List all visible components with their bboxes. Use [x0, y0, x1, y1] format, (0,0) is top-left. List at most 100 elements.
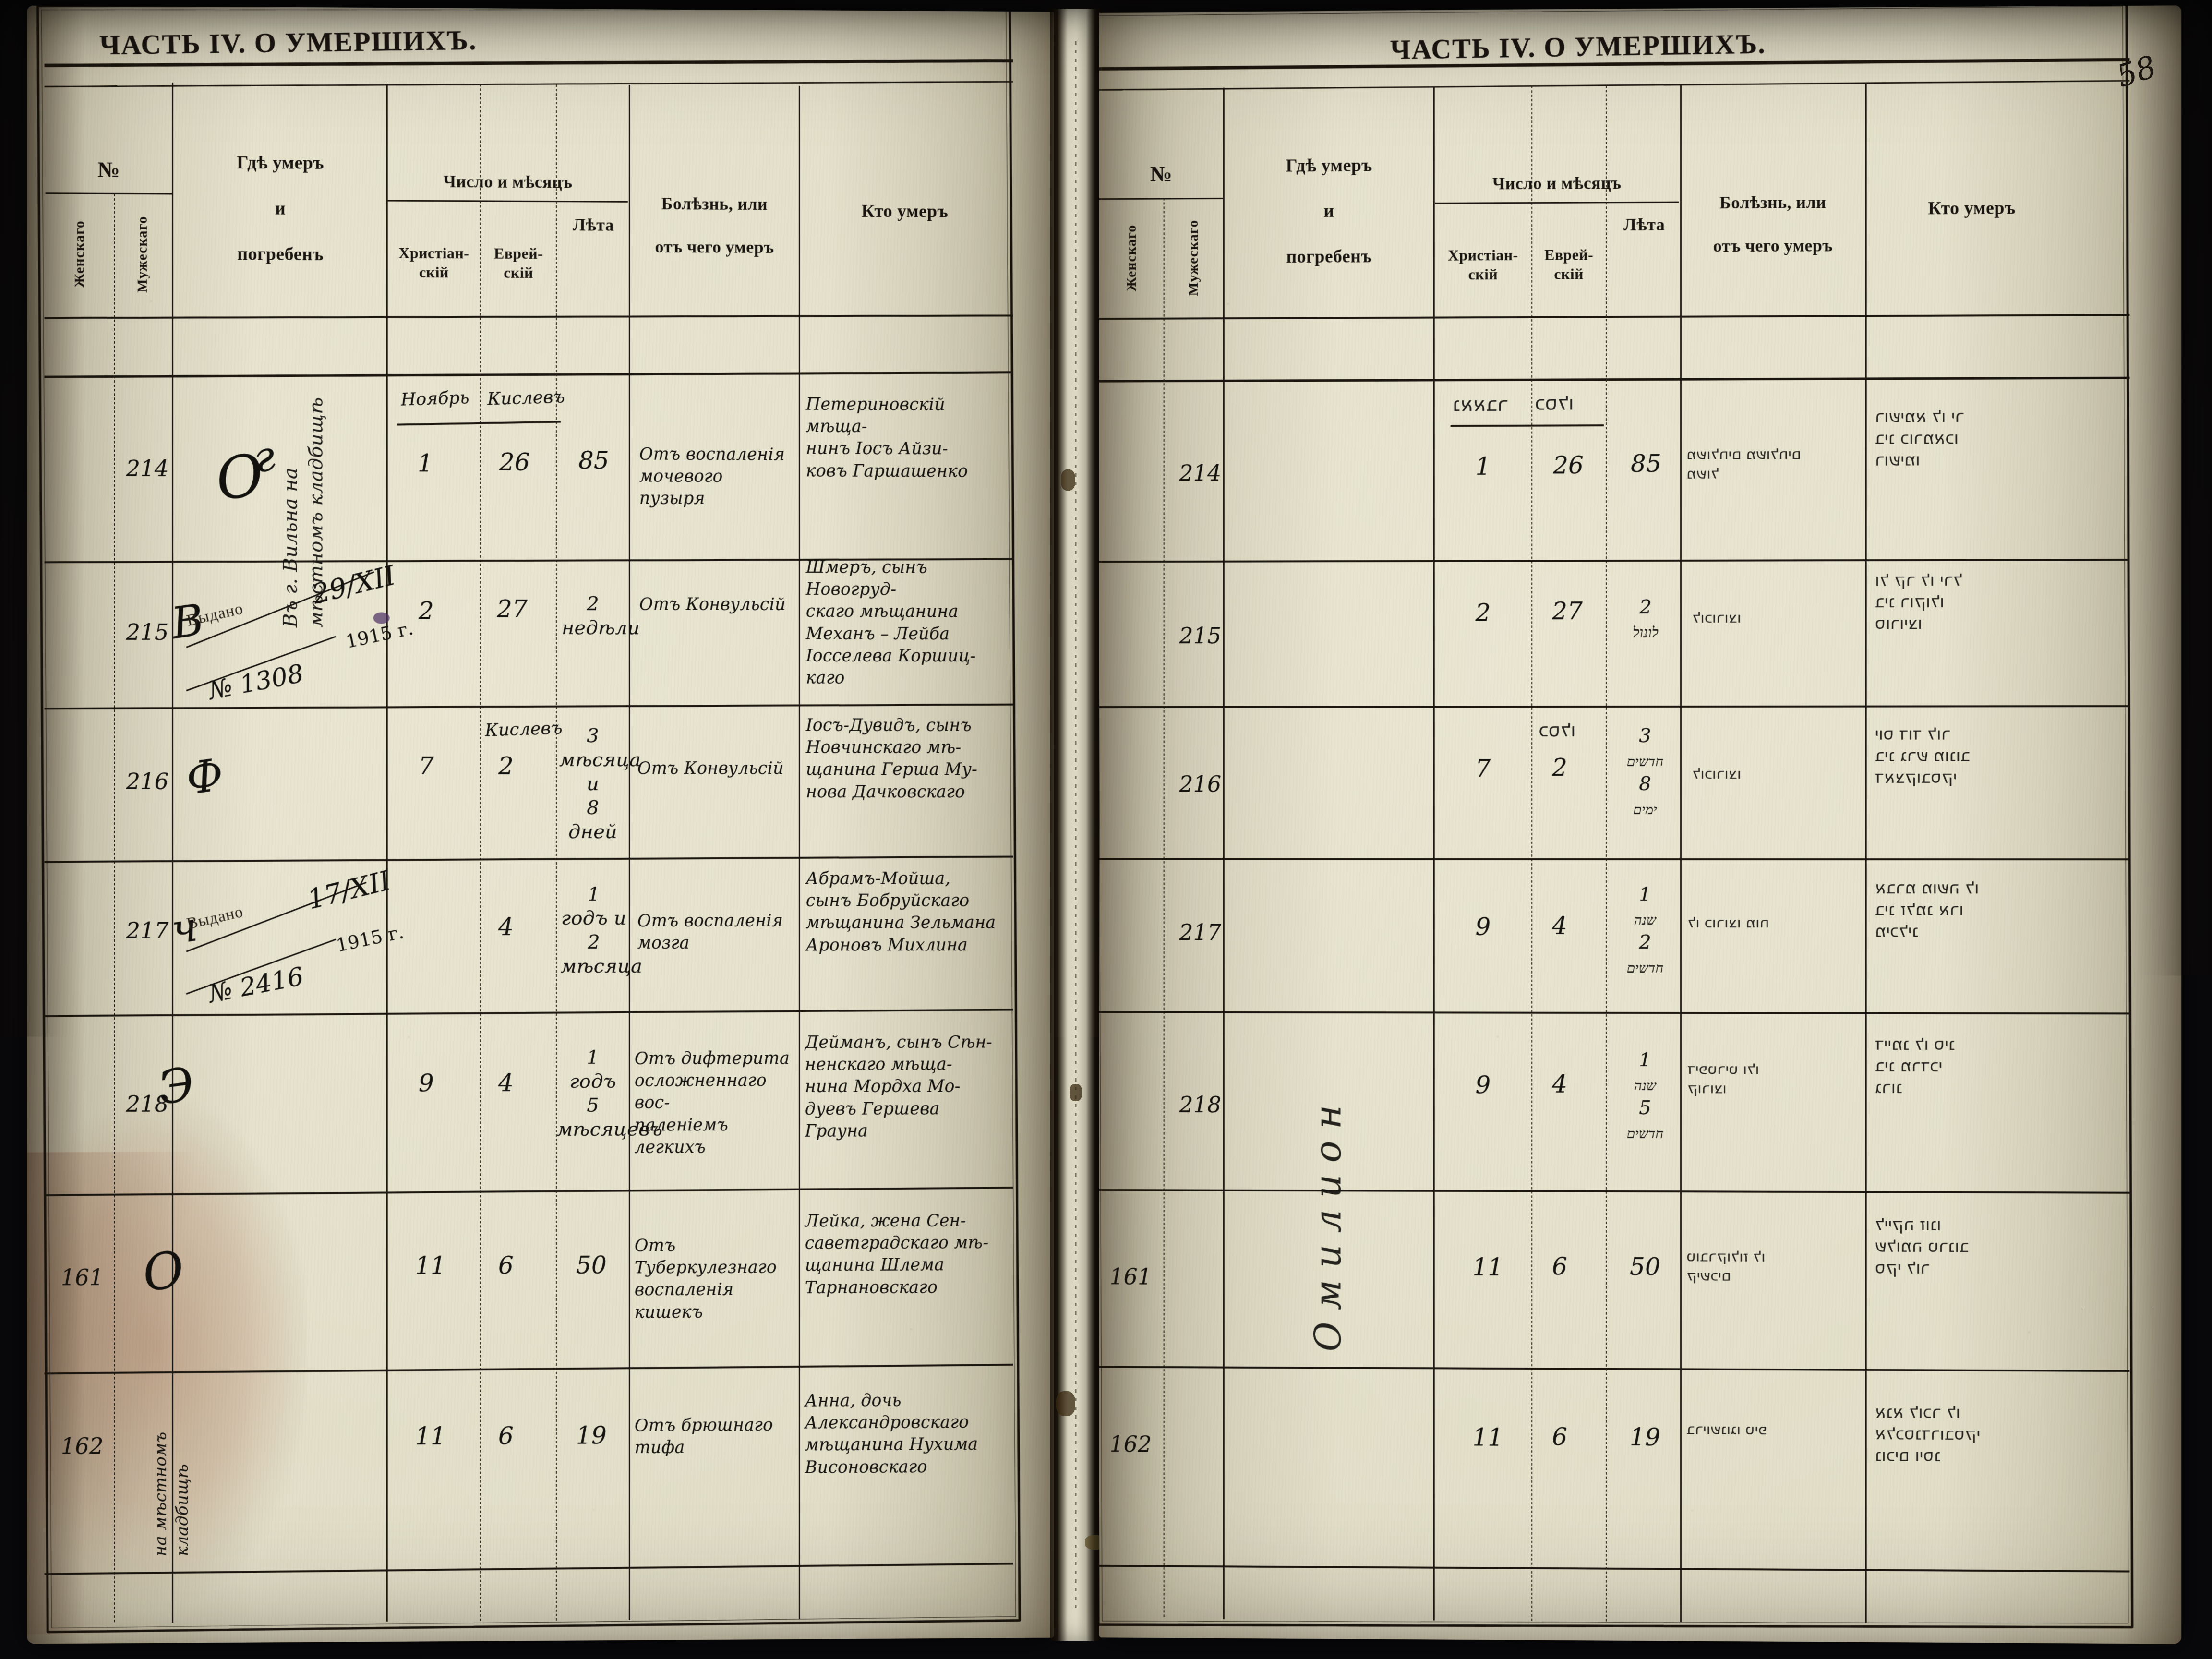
right-hdr-date-christian: Христіан- скій — [1437, 216, 1529, 313]
right-row7-years: 19 — [1630, 1421, 1660, 1453]
left-row1-cause: Отъ воспаленія мочевого пузыря — [639, 444, 793, 510]
right-row7-cause: בריושנוגו טיפ — [1686, 1420, 1860, 1440]
right-col-rule-femalemale — [1164, 198, 1165, 1619]
left-row4-years: 1 годъ и 2 мѣсяца — [561, 882, 627, 978]
left-row5-date-jewish: 4 — [498, 1067, 514, 1099]
left-hdr-date-group: Число и мѣсяцъ — [389, 166, 627, 197]
right-row2-cause: לוכורוצו — [1692, 608, 1861, 627]
left-row7-who: Анна, дочь Александровскаго мѣщанина Нух… — [805, 1389, 1008, 1479]
left-hdr-date-christian: Христіан- скій — [390, 215, 478, 311]
left-row4-cause: Отъ воспаленія мозга — [637, 910, 795, 955]
left-row3-date-jewish: 2 — [498, 750, 514, 782]
left-row1-years: 85 — [578, 445, 609, 476]
left-hdr-cause: Болѣзнь, или отъ чего умеръ — [633, 153, 796, 298]
right-col-rule-years — [1680, 85, 1682, 1622]
right-row5-date-christian: 9 — [1475, 1069, 1491, 1101]
right-row2-date-christian: 2 — [1475, 597, 1491, 629]
right-row6-date-jewish: 6 — [1552, 1250, 1567, 1282]
right-month-christian: נאאבר — [1453, 392, 1508, 418]
left-month-jewish: Кислевъ — [487, 385, 565, 411]
left-row6-number-female: 161 — [61, 1263, 104, 1292]
left-row4-number-male: 217 — [126, 916, 169, 946]
right-row6-date-christian: 11 — [1472, 1251, 1503, 1283]
right-row1-years: 85 — [1631, 448, 1661, 480]
right-row3-number-male: 216 — [1179, 769, 1221, 799]
left-row2-date-jewish: 27 — [497, 593, 528, 625]
left-hdr-date-jewish: Еврей- скій — [482, 215, 555, 311]
scanned-register-spread: ЧАСТЬ IV. О УМЕРШИХЪ. № Женскаго Мужеска… — [0, 0, 2212, 1659]
right-col-rule-cause — [1865, 84, 1867, 1623]
right-col-rule-datechristian — [1531, 86, 1532, 1621]
left-row1-date-jewish: 26 — [499, 446, 530, 478]
right-row4-number-male: 217 — [1179, 918, 1221, 947]
right-row3-date-christian: 7 — [1475, 753, 1491, 784]
left-row6-date-christian: 11 — [415, 1250, 446, 1282]
right-hdr-place: Гдѣ умеръ и погребенъ — [1227, 113, 1431, 310]
right-row5-who: דיימנ לו סינ בינ מרדכי גרונ — [1875, 1034, 2078, 1099]
right-row2-who: ול קר לו ירל בינ רוקולו סורויצו — [1875, 569, 2078, 635]
right-place-ditto: О м и л и о н — [1304, 442, 1352, 1352]
right-row5-years: 1 שנה 5 חדשים — [1611, 1048, 1679, 1144]
left-col-rule-datechristian — [480, 84, 481, 1621]
right-hdr-number-male: Мужескаго — [1164, 203, 1223, 313]
left-hdr-place: Гдѣ умеръ и погребенъ — [177, 110, 384, 308]
left-row4-date-jewish: 4 — [498, 911, 514, 943]
left-row5-date-christian: 9 — [419, 1067, 434, 1099]
right-hdr-years: Лѣта — [1609, 201, 1680, 249]
gutter-damage-fleck-2 — [1070, 1084, 1082, 1101]
right-row1-cause: משולחים משולחים משול — [1686, 445, 1860, 483]
right-hdr-date-jewish: Еврей- скій — [1533, 216, 1605, 313]
left-row3-years: 3 мѣсяца и 8 дней — [559, 724, 626, 844]
left-col-rule-number — [172, 83, 173, 1623]
left-row2-ink-blot — [373, 612, 390, 624]
right-row5-date-jewish: 4 — [1552, 1069, 1567, 1100]
left-row7-number-female: 162 — [61, 1431, 104, 1461]
left-row3-cause: Отъ Конвульсій — [637, 757, 795, 780]
left-row6-years: 50 — [576, 1250, 607, 1281]
right-row6-who: לייקה זונו שלומה טרנוב סקי לור — [1875, 1214, 2078, 1279]
left-hdr-who: Кто умеръ — [802, 188, 1008, 237]
left-hdr-years: Лѣта — [559, 201, 628, 249]
left-col-rule-cause — [799, 86, 800, 1619]
left-col-rule-years — [629, 85, 630, 1620]
right-row5-number-male: 218 — [1179, 1090, 1221, 1119]
right-row7-date-christian: 11 — [1472, 1422, 1503, 1454]
right-row5-cause: דיפטריט ולו קורוצו — [1687, 1060, 1861, 1098]
gutter-damage-fleck-1 — [1061, 469, 1075, 491]
right-hdr-number-female: Женскаго — [1101, 203, 1162, 313]
left-row6-cause: Отъ Туберкулезнаго воспаленія кишекъ — [635, 1234, 800, 1323]
left-hdr-number-female: Женскаго — [48, 198, 111, 309]
right-hdr-date-group: Число и мѣсяцъ — [1436, 168, 1678, 199]
left-row1-number-male: 214 — [126, 454, 169, 483]
right-row2-years: 2 לונול — [1613, 595, 1678, 643]
right-row7-who: אנא לוכר לו אלכסנדרובסקי נוכים ויסנ — [1875, 1402, 2078, 1467]
right-col-rule-datejewish — [1606, 85, 1607, 1621]
right-row2-date-jewish: 27 — [1552, 595, 1583, 627]
right-row3-cause: לוכורוצו — [1692, 765, 1861, 784]
left-row1-date-christian: 1 — [418, 447, 433, 479]
right-row3-date-jewish: 2 — [1552, 752, 1567, 783]
left-row5-cause: Отъ дифтерита осложненнаго вос- паленіем… — [635, 1047, 797, 1158]
left-month-jewish-2: Кислевъ — [484, 717, 563, 742]
right-page: ЧАСТЬ IV. О УМЕРШИХЪ. № Женскаго Мужеска… — [1099, 5, 2182, 1644]
right-row-rule-3 — [1099, 858, 2130, 861]
left-row5-years: 1 годъ 5 мѣсяцевъ — [557, 1046, 629, 1142]
right-row1-number-male: 214 — [1179, 458, 1221, 488]
right-col-rule-place — [1433, 86, 1435, 1620]
left-row5-who: Дейманъ, сынъ Сѣн- ненскаго мѣща- нина М… — [805, 1032, 1008, 1142]
left-row2-who: Шмеръ, сынъ Новогруд- скаго мѣщанина Мех… — [806, 556, 1007, 689]
left-row2-cause: Отъ Конвульсій — [639, 593, 793, 616]
gutter-damage-fleck-3 — [1056, 1391, 1075, 1416]
left-row6-date-jewish: 6 — [498, 1250, 514, 1281]
open-book: ЧАСТЬ IV. О УМЕРШИХЪ. № Женскаго Мужеска… — [29, 9, 2179, 1641]
right-row6-cause: טוברקולוז לו קישכים — [1686, 1247, 1860, 1286]
right-hdr-cause: Болѣзнь, или отъ чего умеръ — [1683, 152, 1863, 297]
right-col-rule-number — [1223, 88, 1225, 1619]
right-row3-who: יוס דוד לור בינ גרש מונוב דאצקובסקי — [1875, 723, 2078, 788]
right-row1-who: רושימא לו יר בינ כורמאכו רושימו — [1875, 406, 2078, 471]
right-row6-years: 50 — [1630, 1251, 1660, 1283]
left-row5-number-male: 218 — [126, 1089, 169, 1118]
right-month-jewish-2: כסלו — [1539, 718, 1575, 742]
right-row4-cause: לו כורוצו מוח — [1687, 914, 1861, 933]
left-row4-who: Абрамъ-Мойша, сынъ Бобруйскаго мѣщанина … — [806, 868, 1007, 957]
